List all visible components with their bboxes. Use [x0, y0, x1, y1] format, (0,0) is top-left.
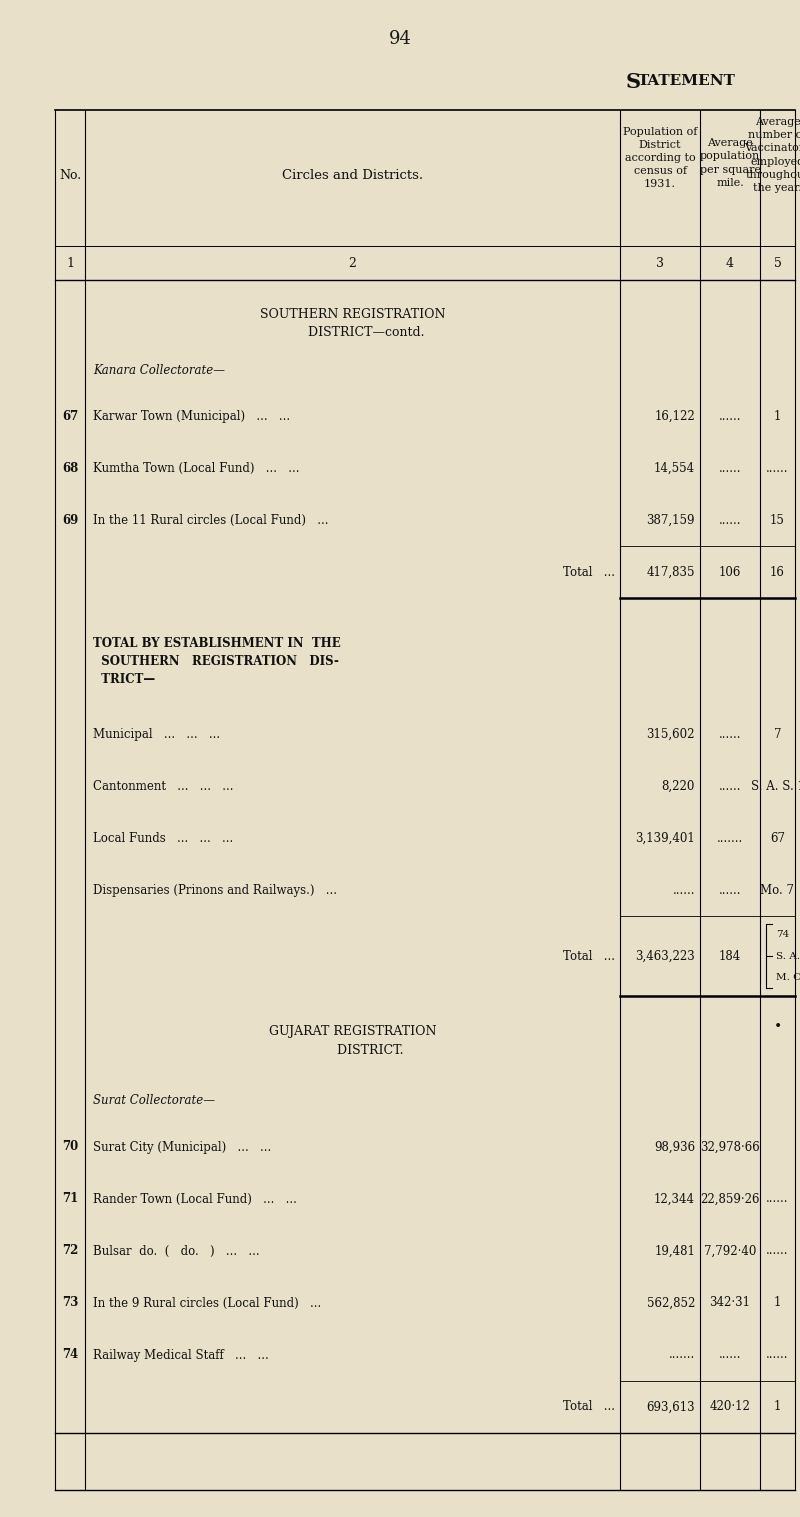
Text: ......: ...... [766, 1192, 789, 1206]
Text: 3,463,223: 3,463,223 [635, 950, 695, 962]
Text: 106: 106 [719, 566, 741, 578]
Text: .......: ....... [717, 831, 743, 845]
Text: .......: ....... [669, 1349, 695, 1361]
Text: Total   ...: Total ... [563, 1400, 615, 1414]
Text: 4: 4 [726, 256, 734, 270]
Text: 67: 67 [62, 410, 78, 423]
Text: 22,859·26: 22,859·26 [700, 1192, 760, 1206]
Text: 32,978·66: 32,978·66 [700, 1141, 760, 1153]
Text: 70: 70 [62, 1141, 78, 1153]
Text: 7,792·40: 7,792·40 [704, 1244, 756, 1258]
Text: TATEMENT: TATEMENT [638, 74, 736, 88]
Text: 74: 74 [776, 930, 790, 939]
Text: ......: ...... [766, 1349, 789, 1361]
Text: 693,613: 693,613 [646, 1400, 695, 1414]
Text: Kanara Collectorate—: Kanara Collectorate— [93, 364, 225, 376]
Text: ......: ...... [718, 461, 742, 475]
Text: In the 9 Rural circles (Local Fund)   ...: In the 9 Rural circles (Local Fund) ... [93, 1297, 322, 1309]
Text: Surat Collectorate—: Surat Collectorate— [93, 1094, 215, 1107]
Text: 72: 72 [62, 1244, 78, 1258]
Text: Cantonment   ...   ...   ...: Cantonment ... ... ... [93, 780, 234, 792]
Text: •: • [774, 1019, 782, 1033]
Text: 14,554: 14,554 [654, 461, 695, 475]
Text: Population of
District
according to
census of
1931.: Population of District according to cens… [623, 126, 697, 190]
Text: 1: 1 [774, 410, 781, 423]
Text: 19,481: 19,481 [654, 1244, 695, 1258]
Text: 420·12: 420·12 [710, 1400, 750, 1414]
Text: 184: 184 [719, 950, 741, 962]
Text: Total   ...: Total ... [563, 950, 615, 962]
Text: ......: ...... [718, 513, 742, 526]
Text: ......: ...... [718, 883, 742, 897]
Text: ......: ...... [718, 410, 742, 423]
Text: 73: 73 [62, 1297, 78, 1309]
Text: ......: ...... [766, 461, 789, 475]
Text: 16: 16 [770, 566, 785, 578]
Text: Karwar Town (Municipal)   ...   ...: Karwar Town (Municipal) ... ... [93, 410, 290, 423]
Text: S. A. S. 1: S. A. S. 1 [750, 780, 800, 792]
Text: ......: ...... [673, 883, 695, 897]
Text: Kumtha Town (Local Fund)   ...   ...: Kumtha Town (Local Fund) ... ... [93, 461, 299, 475]
Text: Local Funds   ...   ...   ...: Local Funds ... ... ... [93, 831, 234, 845]
Text: GUJARAT REGISTRATION
         DISTRICT.: GUJARAT REGISTRATION DISTRICT. [269, 1025, 436, 1056]
Text: 8,220: 8,220 [662, 780, 695, 792]
Text: ......: ...... [718, 1349, 742, 1361]
Text: Municipal   ...   ...   ...: Municipal ... ... ... [93, 728, 220, 740]
Text: 67: 67 [770, 831, 785, 845]
Text: Circles and Districts.: Circles and Districts. [282, 168, 423, 182]
Text: 315,602: 315,602 [646, 728, 695, 740]
Text: Railway Medical Staff   ...   ...: Railway Medical Staff ... ... [93, 1349, 269, 1361]
Text: 417,835: 417,835 [646, 566, 695, 578]
Text: ......: ...... [718, 728, 742, 740]
Text: Average
number of
Vaccinators
employed
throughout
the year.: Average number of Vaccinators employed t… [745, 117, 800, 193]
Text: Average
population
per square
mile.: Average population per square mile. [699, 138, 761, 188]
Text: Surat City (Municipal)   ...   ...: Surat City (Municipal) ... ... [93, 1141, 271, 1153]
Text: 98,936: 98,936 [654, 1141, 695, 1153]
Text: 2: 2 [349, 256, 357, 270]
Text: TOTAL BY ESTABLISHMENT IN  THE
  SOUTHERN   REGISTRATION   DIS-
  TRICT—: TOTAL BY ESTABLISHMENT IN THE SOUTHERN R… [93, 637, 341, 686]
Text: 68: 68 [62, 461, 78, 475]
Text: 5: 5 [774, 256, 782, 270]
Text: 1: 1 [66, 256, 74, 270]
Text: 1: 1 [774, 1400, 781, 1414]
Text: 342·31: 342·31 [710, 1297, 750, 1309]
Text: Total   ...: Total ... [563, 566, 615, 578]
Text: 387,159: 387,159 [646, 513, 695, 526]
Text: 15: 15 [770, 513, 785, 526]
Text: 562,852: 562,852 [646, 1297, 695, 1309]
Text: Dispensaries (Prinons and Railways.)   ...: Dispensaries (Prinons and Railways.) ... [93, 883, 337, 897]
Text: 7: 7 [774, 728, 782, 740]
Text: S. A. S. 1: S. A. S. 1 [776, 951, 800, 960]
Text: 74: 74 [62, 1349, 78, 1361]
Text: Rander Town (Local Fund)   ...   ...: Rander Town (Local Fund) ... ... [93, 1192, 297, 1206]
Text: In the 11 Rural circles (Local Fund)   ...: In the 11 Rural circles (Local Fund) ... [93, 513, 329, 526]
Text: ......: ...... [766, 1244, 789, 1258]
Text: S: S [626, 71, 641, 93]
Text: Mo. 7: Mo. 7 [761, 883, 794, 897]
Text: SOUTHERN REGISTRATION
       DISTRICT—contd.: SOUTHERN REGISTRATION DISTRICT—contd. [260, 308, 446, 338]
Text: 16,122: 16,122 [654, 410, 695, 423]
Text: ......: ...... [718, 780, 742, 792]
Text: Bulsar  do.  (   do.   )   ...   ...: Bulsar do. ( do. ) ... ... [93, 1244, 260, 1258]
Text: 71: 71 [62, 1192, 78, 1206]
Text: 1: 1 [774, 1297, 781, 1309]
Text: M. Os. 2: M. Os. 2 [776, 972, 800, 981]
Text: 12,344: 12,344 [654, 1192, 695, 1206]
Text: 3: 3 [656, 256, 664, 270]
Text: No.: No. [59, 168, 81, 182]
Text: 69: 69 [62, 513, 78, 526]
Text: 3,139,401: 3,139,401 [635, 831, 695, 845]
Text: 94: 94 [389, 30, 411, 49]
